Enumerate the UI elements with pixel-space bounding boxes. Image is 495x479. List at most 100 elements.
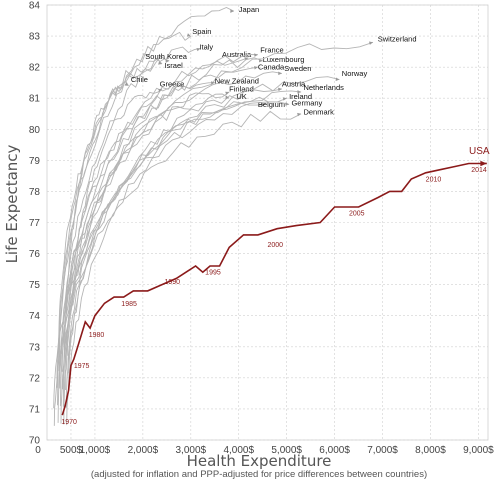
- series-label-netherlands: Netherlands: [303, 83, 344, 92]
- y-tick-label: 72: [29, 373, 41, 384]
- x-tick-label: 8,000$: [415, 445, 446, 456]
- series-arrow-denmark: [297, 112, 302, 117]
- series-arrow-finland: [225, 91, 230, 95]
- usa-year-label: 2000: [268, 242, 284, 249]
- series-label-south-korea: South Korea: [145, 52, 188, 61]
- series-arrow-sweden: [278, 71, 282, 76]
- series-label-new-zealand: New Zealand: [215, 77, 259, 86]
- series-arrow-uk: [225, 95, 230, 99]
- series-label-uk: UK: [236, 92, 246, 101]
- series-label-austria: Austria: [282, 80, 306, 89]
- y-tick-label: 83: [29, 32, 41, 43]
- series-arrow-switzerland: [369, 41, 373, 45]
- y-tick-label: 70: [29, 436, 41, 447]
- series-label-belgium: Belgium: [258, 100, 285, 109]
- series-label-luxembourg: Luxembourg: [263, 55, 305, 64]
- y-tick-label: 80: [29, 125, 41, 136]
- series-line-uk: [66, 93, 230, 356]
- series-line-ireland: [67, 96, 287, 374]
- series-label-israel: Israel: [164, 61, 183, 70]
- grid-lines: [47, 4, 488, 441]
- series-arrow-ireland: [282, 97, 287, 101]
- usa-year-label: 1995: [205, 270, 221, 277]
- series-arrow-austria: [278, 87, 282, 92]
- y-axis-title: Life Expectancy: [3, 144, 21, 263]
- series-line-belgium: [68, 102, 266, 391]
- series-label-ireland: Ireland: [289, 92, 312, 101]
- series-arrow-norway: [335, 77, 340, 81]
- series-arrow-italy: [196, 47, 201, 52]
- series-arrow-japan: [230, 9, 234, 13]
- usa-year-label: 2014: [471, 167, 487, 174]
- series-arrow-germany: [285, 102, 290, 106]
- x-tick-label: 3,000$: [176, 445, 207, 456]
- series-label-chile: Chile: [131, 75, 148, 84]
- series-arrow-israel: [158, 61, 163, 65]
- x-tick-label: 9,000$: [463, 445, 494, 456]
- series-arrow-belgium: [261, 102, 266, 107]
- series-line-canada: [61, 66, 258, 372]
- series-label-sweden: Sweden: [284, 64, 311, 73]
- y-tick-label: 74: [29, 311, 41, 322]
- x-tick-label: 1,000$: [80, 445, 111, 456]
- series-arrow-chile: [124, 82, 129, 86]
- plot-border: [46, 4, 489, 441]
- series-label-japan: Japan: [239, 5, 259, 14]
- x-axis-note: (adjusted for inflation and PPP-adjusted…: [91, 469, 427, 479]
- series-label-italy: Italy: [199, 42, 213, 51]
- y-tick-label: 78: [29, 187, 41, 198]
- y-tick-label: 81: [29, 94, 41, 105]
- series-line-austria: [65, 88, 282, 408]
- series-label-switzerland: Switzerland: [378, 35, 417, 44]
- series-line-denmark: [53, 110, 302, 426]
- x-tick-label: 4,000$: [223, 445, 254, 456]
- y-tick-label: 79: [29, 156, 41, 167]
- series-label-australia: Australia: [222, 50, 252, 59]
- x-tick-labels: 0 500$1,000$ 2,000$ 3,000$ 4,000$ 5,000$ 6,000…: [35, 445, 494, 456]
- series-arrow-new-zealand: [211, 81, 215, 85]
- y-tick-labels: 70 71 72 73 74 75 76 77 78 79 80 81 82 83 84: [29, 1, 41, 447]
- y-tick-label: 75: [29, 280, 41, 291]
- usa-year-label: 1970: [61, 419, 77, 426]
- usa-year-label: 2010: [426, 177, 442, 184]
- series-label-canada: Canada: [258, 63, 285, 72]
- series-arrow-luxembourg: [258, 58, 263, 63]
- usa-year-label: 2005: [349, 211, 365, 218]
- series-arrow-france: [254, 53, 258, 57]
- series-line-usa: [61, 162, 481, 416]
- usa-year-label: 1975: [74, 363, 90, 370]
- series-line-new-zealand: [63, 82, 215, 355]
- series-label-france: France: [260, 46, 283, 55]
- series-label-finland: Finland: [229, 84, 254, 93]
- series-label-usa: USA: [469, 146, 490, 157]
- series-arrow-canada: [254, 66, 258, 70]
- usa-series-group: USA 1970 1975 1980 1985 1990 1995 2000 2005 2010 2…: [61, 146, 490, 426]
- series-label-denmark: Denmark: [303, 108, 334, 117]
- y-tick-label: 77: [29, 218, 41, 229]
- series-label-greece: Greece: [160, 80, 185, 89]
- y-tick-label: 71: [29, 404, 41, 415]
- usa-arrowhead: [480, 160, 487, 167]
- series-arrow-south-korea: [165, 59, 170, 63]
- series-arrow-netherlands: [297, 90, 302, 94]
- usa-year-label: 1980: [89, 332, 105, 339]
- x-axis-title: Health Expenditure: [187, 452, 332, 470]
- y-tick-label: 84: [29, 1, 41, 12]
- series-line-netherlands: [66, 90, 302, 426]
- y-tick-label: 73: [29, 342, 41, 353]
- x-tick-label: 7,000$: [367, 445, 398, 456]
- series-label-germany: Germany: [291, 98, 322, 107]
- series-label-norway: Norway: [342, 69, 368, 78]
- series-arrow-greece: [158, 88, 163, 93]
- usa-year-label: 1985: [121, 301, 137, 308]
- x-tick-label-zero: 0: [35, 445, 41, 456]
- y-tick-label: 76: [29, 249, 41, 260]
- y-tick-label: 82: [29, 63, 41, 74]
- x-tick-label: 6,000$: [319, 445, 350, 456]
- series-line-france: [59, 54, 258, 407]
- x-tick-label: 500$: [60, 445, 83, 456]
- series-line-greece: [63, 88, 163, 425]
- x-tick-label: 2,000$: [128, 445, 159, 456]
